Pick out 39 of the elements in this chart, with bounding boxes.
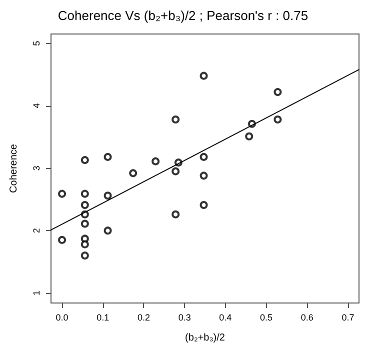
y-tick-label: 5 (32, 40, 42, 46)
point (58, 236, 66, 244)
x-axis-title: (b₂+b₃)/2 (185, 332, 226, 344)
point (152, 157, 160, 166)
point (104, 226, 112, 235)
point (245, 132, 254, 140)
point (172, 116, 180, 124)
point (200, 172, 208, 180)
point (129, 169, 138, 178)
y-axis-title: Coherence (8, 144, 20, 193)
point (80, 156, 89, 164)
point (80, 190, 89, 198)
point (200, 72, 208, 80)
point (172, 167, 180, 176)
x-tick-label: 0.4 (219, 312, 232, 322)
point (104, 192, 112, 200)
point (274, 88, 282, 96)
x-tick-label: 0.6 (300, 312, 314, 322)
x-tick-label: 0.0 (56, 312, 68, 322)
point (80, 252, 89, 260)
x-tick-label: 0.1 (96, 312, 110, 322)
y-tick-label: 4 (32, 103, 42, 108)
x-tick-label: 0.3 (178, 312, 191, 322)
x-tick-label: 0.2 (137, 312, 150, 322)
point (80, 240, 89, 248)
point (80, 220, 89, 228)
point (80, 201, 89, 210)
point (200, 201, 208, 210)
point (274, 116, 282, 124)
y-tick-label: 2 (32, 228, 42, 234)
point (104, 152, 112, 161)
x-tick-label: 0.5 (260, 312, 273, 322)
point (58, 190, 66, 198)
chart-title: Coherence Vs (b₂+b₃)/2 ; Pearson's r : 0.75 (58, 8, 308, 23)
y-tick-label: 3 (32, 166, 42, 171)
x-tick-label: 0.7 (342, 312, 354, 322)
point (200, 152, 208, 161)
point (172, 210, 180, 218)
y-tick-label: 1 (32, 290, 42, 296)
